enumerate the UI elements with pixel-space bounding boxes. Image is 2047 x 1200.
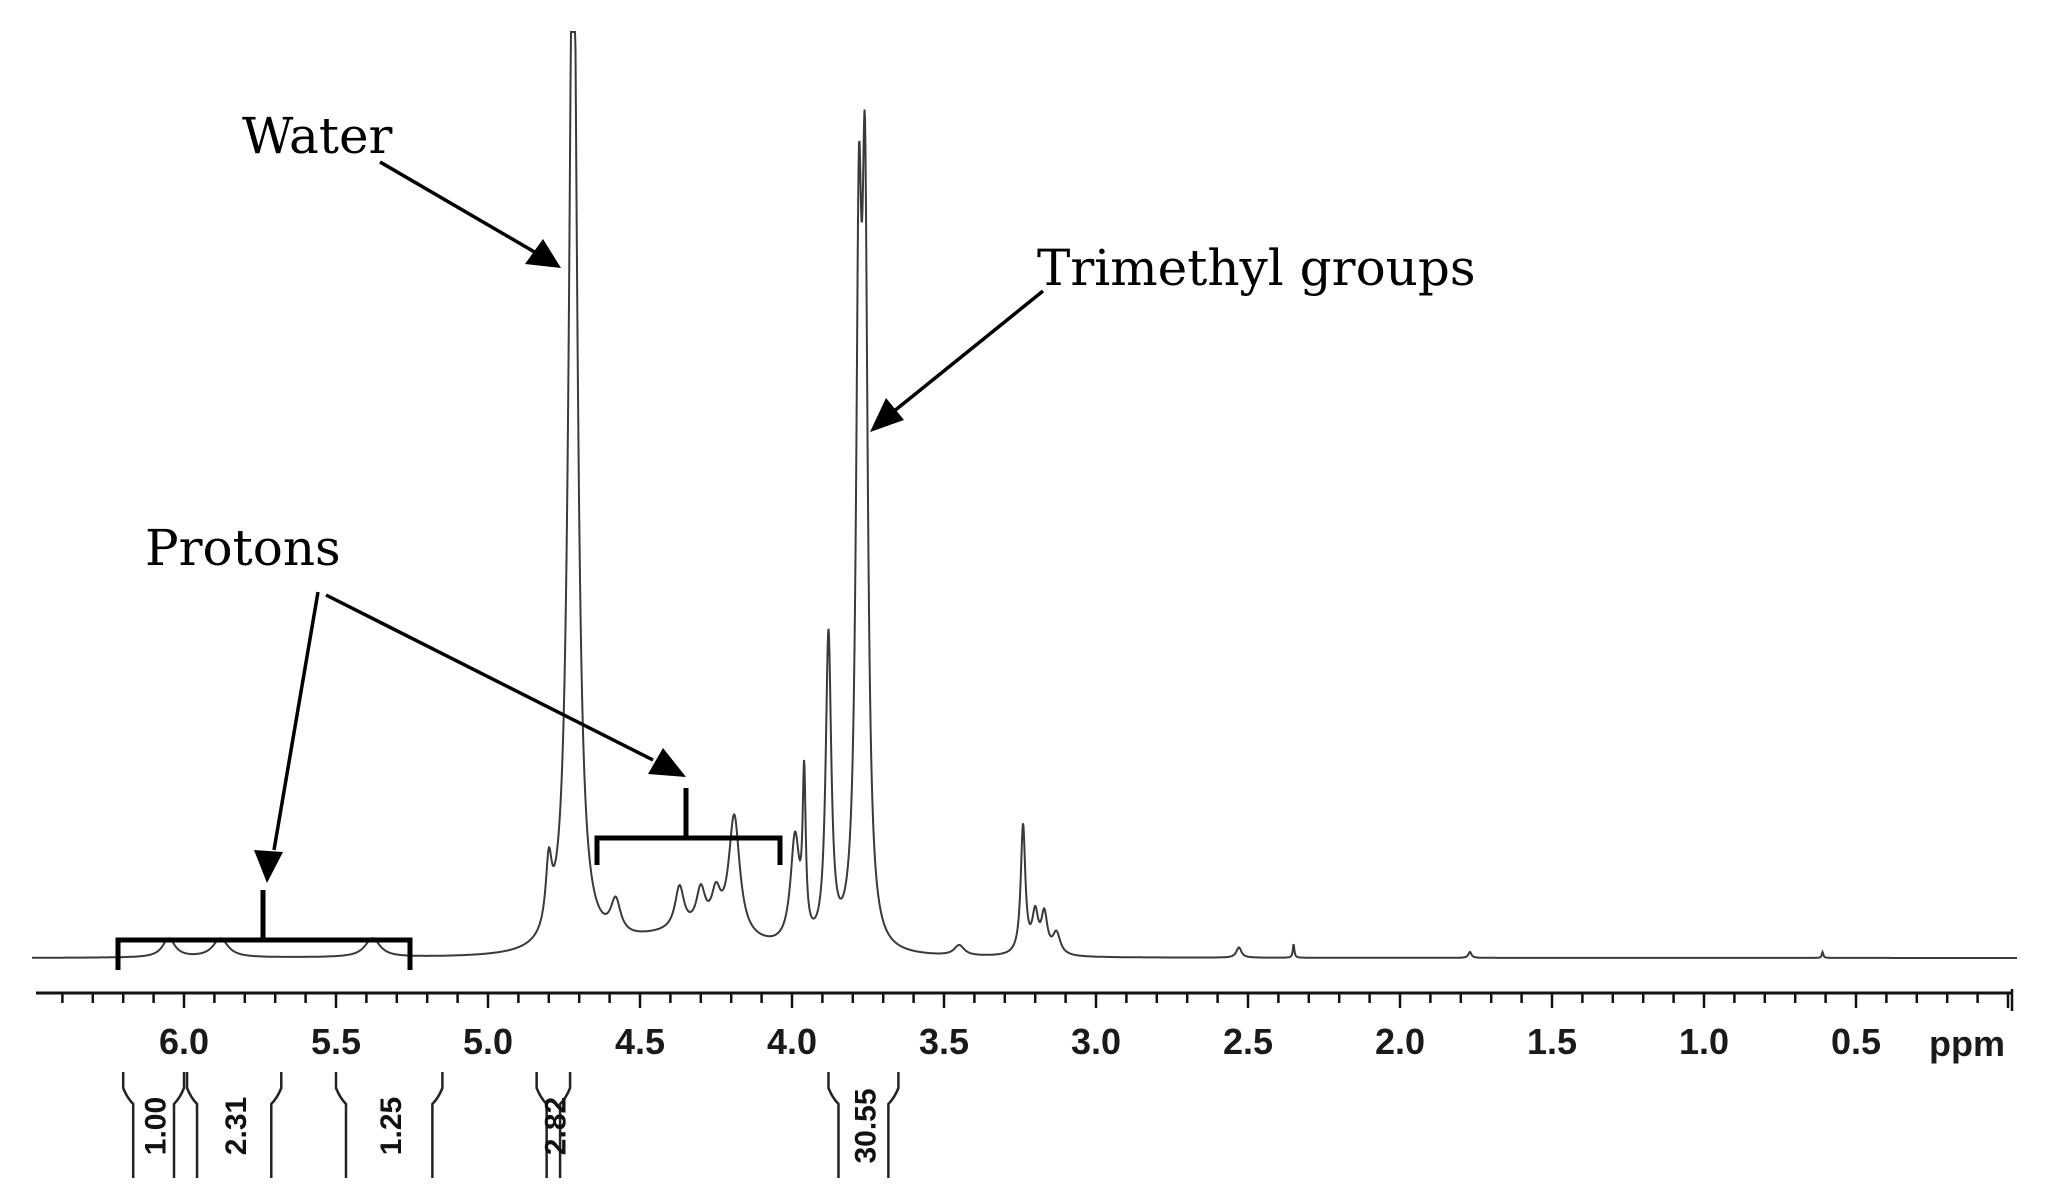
trimethyl-arrow: [891, 289, 1045, 414]
integral-value-label: 2.31: [220, 1097, 253, 1155]
x-tick-label: 5.0: [463, 1021, 513, 1062]
protons-arrow-left: [272, 591, 320, 851]
protons-bracket-left: [115, 890, 413, 970]
water-arrow: [379, 160, 539, 256]
water-arrow-head: [525, 239, 561, 268]
integral-1: 2.31: [185, 1072, 283, 1178]
x-tick-label: 1.0: [1679, 1021, 1729, 1062]
x-tick-label: 0.5: [1831, 1021, 1881, 1062]
integral-curve: [185, 1072, 283, 1178]
x-tick-label: 2.5: [1223, 1021, 1273, 1062]
x-tick-label: 1.5: [1527, 1021, 1577, 1062]
integral-region: 1.00 2.31 1.25 2.82 30.55: [121, 1072, 900, 1178]
protons-arrow-left-head: [254, 850, 283, 883]
x-tick-label: 6.0: [159, 1021, 209, 1062]
integral-value-label: 1.00: [140, 1097, 173, 1155]
integral-curve: [827, 1072, 900, 1178]
trimethyl-arrow-head: [870, 398, 904, 432]
x-tick-label: 5.5: [311, 1021, 361, 1062]
annotation-layer: Water Trimethyl groups Protons: [115, 107, 1476, 970]
integral-0: 1.00: [121, 1072, 186, 1178]
integral-curve: [334, 1072, 444, 1178]
x-tick-label: 3.0: [1071, 1021, 1121, 1062]
integral-curve: [535, 1072, 572, 1178]
integral-value-label: 30.55: [849, 1088, 882, 1163]
x-tick-label: 4.5: [615, 1021, 665, 1062]
x-axis-unit-label: ppm: [1929, 1023, 2005, 1064]
x-axis: 6.0 5.5 5.0 4.5 4.0 3.5 3.0 2.5 2.0 1.5 1.0 0.5 ppm: [36, 989, 2014, 1064]
integral-value-label: 2.82: [539, 1097, 572, 1155]
water-annotation-label: Water: [242, 107, 393, 165]
spectrum-layer: [32, 31, 2017, 959]
trimethyl-annotation-label: Trimethyl groups: [1037, 239, 1476, 297]
integral-4: 30.55: [827, 1072, 900, 1178]
integral-value-label: 1.25: [375, 1097, 408, 1155]
x-tick-label: 3.5: [919, 1021, 969, 1062]
protons-arrow-right: [325, 593, 654, 762]
protons-annotation-label: Protons: [145, 519, 341, 577]
integral-3: 2.82: [535, 1072, 572, 1178]
protons-bracket-right: [594, 788, 783, 865]
x-tick-label: 4.0: [767, 1021, 817, 1062]
protons-arrow-right-head: [648, 748, 686, 777]
x-tick-label: 2.0: [1375, 1021, 1425, 1062]
spectrum-line: [32, 31, 2017, 959]
integral-curve: [121, 1072, 186, 1178]
integral-2: 1.25: [334, 1072, 444, 1178]
